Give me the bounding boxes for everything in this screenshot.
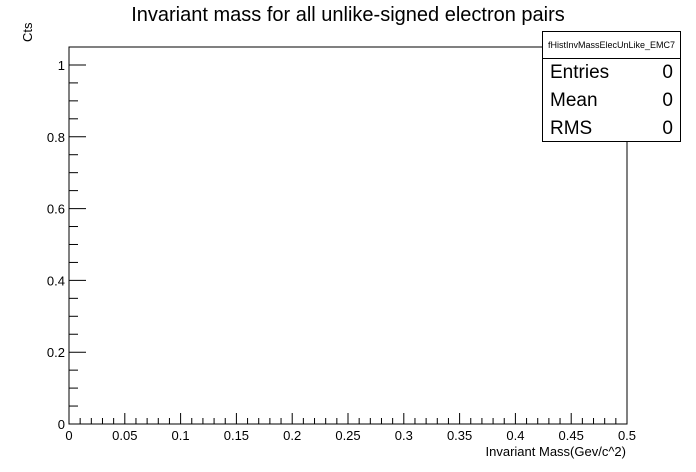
x-tick-label: 0.5 (618, 428, 636, 443)
x-tick-label: 0.35 (447, 428, 472, 443)
stats-entries-value: 0 (662, 62, 673, 83)
x-tick-label: 0.1 (172, 428, 190, 443)
y-tick-label: 0.6 (47, 202, 65, 217)
stats-entries-row: Entries 0 (543, 59, 680, 87)
y-tick-label: 0.2 (47, 345, 65, 360)
y-tick-label: 1 (58, 58, 65, 73)
x-tick-label: 0.3 (395, 428, 413, 443)
chart-title: Invariant mass for all unlike-signed ele… (131, 4, 565, 26)
x-axis-label: Invariant Mass(Gev/c^2) (485, 444, 626, 459)
x-tick-label: 0.45 (559, 428, 584, 443)
x-tick-label: 0.25 (335, 428, 360, 443)
y-axis-label: Cts (20, 22, 35, 43)
y-tick-label: 0 (58, 417, 65, 432)
stats-mean-row: Mean 0 (543, 87, 680, 115)
stats-box: fHistInvMassElecUnLike_EMC7 Entries 0 Me… (542, 31, 681, 142)
stats-rms-value: 0 (662, 118, 673, 139)
x-tick-label: 0.2 (283, 428, 301, 443)
stats-rms-row: RMS 0 (543, 115, 680, 143)
stats-rms-label: RMS (550, 118, 593, 139)
y-tick-label: 0.4 (47, 273, 65, 288)
stats-mean-label: Mean (550, 90, 598, 111)
x-tick-label: 0.15 (224, 428, 249, 443)
stats-histogram-name: fHistInvMassElecUnLike_EMC7 (543, 32, 680, 59)
x-tick-label: 0 (65, 428, 72, 443)
x-tick-label: 0.05 (112, 428, 137, 443)
y-tick-label: 0.8 (47, 130, 65, 145)
x-tick-label: 0.4 (506, 428, 524, 443)
stats-mean-value: 0 (662, 90, 673, 111)
stats-entries-label: Entries (550, 62, 610, 83)
